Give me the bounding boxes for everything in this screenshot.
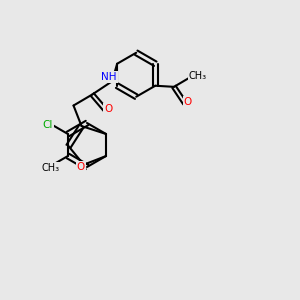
- Text: O: O: [76, 162, 85, 172]
- Text: Cl: Cl: [43, 120, 53, 130]
- Text: CH₃: CH₃: [42, 163, 60, 173]
- Text: O: O: [184, 97, 192, 107]
- Text: CH₃: CH₃: [189, 71, 207, 81]
- Text: NH: NH: [101, 72, 117, 82]
- Text: O: O: [104, 104, 112, 114]
